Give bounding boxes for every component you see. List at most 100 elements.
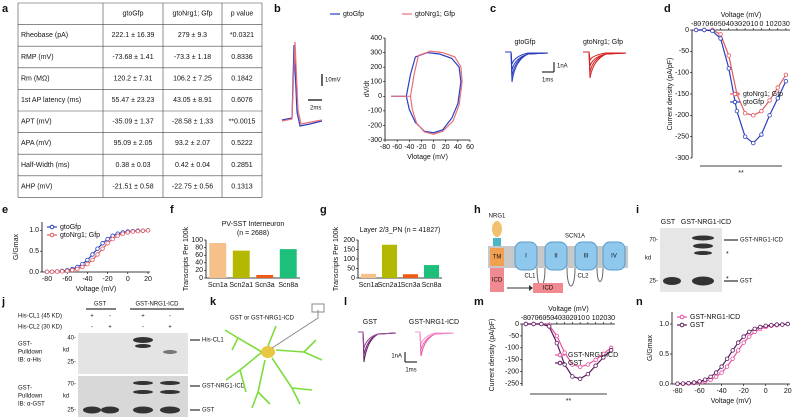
neuron	[224, 325, 323, 409]
y-tick-label: 1.0	[29, 227, 39, 234]
x-tick-label: Scn3a	[401, 282, 421, 289]
x-tick-label: Scn8a	[422, 282, 442, 289]
blot-label: GST-	[18, 342, 32, 348]
panel-labels: a b c d e f g h i j k l m n	[1, 3, 671, 308]
band	[692, 276, 714, 286]
table-cell: Rheobase (pA)	[21, 32, 68, 39]
neuron-label: GST or GST-NRG1-ICD	[230, 316, 295, 322]
schematic-label: CL2	[577, 274, 589, 280]
band-label: GST-NRG1-ICD	[740, 238, 784, 244]
blot-bands	[663, 235, 714, 286]
y-tick-label: -100	[368, 108, 382, 115]
data-point	[774, 322, 779, 327]
data-point	[734, 108, 740, 114]
x-tick-label: Scn2a1	[378, 282, 402, 289]
y-tick-label: 80	[195, 244, 203, 251]
data-point	[135, 228, 141, 234]
data-point	[570, 362, 575, 367]
data-point	[697, 379, 702, 384]
channel-domain	[574, 241, 598, 271]
y-tick-label: 200	[343, 237, 355, 244]
x-tick-label: Scn1a	[208, 282, 228, 289]
series-line	[677, 323, 788, 385]
legend-label: gtoNrg1; Gfp	[60, 232, 100, 239]
schematic-label: ICD	[543, 286, 554, 292]
y-tick-label: -250	[505, 380, 519, 387]
table-cell: Half-Width (ms)	[21, 162, 70, 169]
y-tick-label: 150	[343, 246, 355, 253]
x-tick-label: 0	[126, 276, 130, 283]
band-label: His-CL1	[202, 338, 224, 344]
band-star: *	[726, 251, 729, 258]
x-tick-label: -30	[560, 315, 570, 322]
sign: -	[169, 314, 171, 320]
table-cell: -73.3 ± 1.18	[174, 54, 211, 61]
x-tick-label: 20	[784, 388, 792, 395]
scale-label: 1ms	[405, 368, 416, 374]
data-point	[746, 329, 752, 334]
legend-label: GST-NRG1-ICD	[690, 314, 740, 321]
data-point	[90, 257, 95, 263]
table-cell: 0.1313	[231, 183, 253, 190]
bar	[232, 250, 250, 278]
data-point	[539, 321, 544, 327]
data-point	[767, 98, 772, 103]
x-tick-label: -60	[392, 144, 402, 151]
sign: +	[168, 325, 172, 331]
data-point	[702, 377, 708, 382]
data-point	[95, 252, 100, 257]
panel-label: k	[210, 296, 217, 308]
pipette	[271, 310, 319, 349]
bar	[209, 243, 227, 278]
data-point	[95, 246, 100, 251]
trace-label: GST-NRG1-ICD	[409, 319, 459, 326]
schematic-label: II	[554, 254, 558, 260]
data-point	[746, 334, 752, 339]
table-header: gtoNrg1; Gfp	[172, 11, 212, 18]
legend-marker	[732, 99, 738, 105]
trace	[281, 44, 323, 127]
x-tick-label: 30	[782, 21, 790, 28]
x-tick-label: -50	[544, 315, 554, 322]
y-tick-label: 100	[343, 256, 355, 263]
table-header: gtoGfp	[122, 11, 143, 18]
scale-label: 1ms	[542, 78, 553, 84]
y-axis-label: G/Gmax	[647, 334, 654, 361]
data-point	[65, 268, 70, 274]
soma	[261, 346, 275, 358]
x-tick-label: -80	[521, 315, 531, 322]
x-tick-label: -80	[672, 388, 682, 395]
x-tick-label: 20	[599, 315, 607, 322]
table-cell: 0.8336	[231, 54, 253, 61]
x-tick-label: -20	[416, 144, 426, 151]
band	[133, 381, 153, 385]
legend-label: gtoGfp	[343, 11, 364, 18]
data-point	[719, 370, 724, 375]
table-cell: 0.2851	[231, 162, 253, 169]
schematic-label: SCN1A	[565, 234, 585, 240]
data-point	[724, 356, 730, 361]
band	[160, 390, 180, 394]
band	[694, 251, 712, 255]
x-axis-label: Vlotage (mV)	[407, 154, 448, 161]
data-point	[70, 267, 75, 273]
y-tick-label: 0.5	[29, 248, 39, 255]
domain-shape	[490, 268, 504, 292]
table-cell: AHP (mV)	[21, 183, 52, 190]
y-tick-label: 0	[515, 321, 519, 328]
legend-label: gtoNrg1; Gfp	[743, 91, 783, 98]
data-point	[100, 241, 105, 246]
schematic-label: TM	[493, 255, 502, 261]
data-point	[710, 28, 715, 34]
y-tick-label: 0	[351, 275, 355, 282]
band	[160, 406, 180, 414]
spike-traces	[281, 41, 323, 127]
data-point	[608, 348, 614, 353]
trace	[583, 51, 626, 62]
x-tick-label: -70	[699, 21, 709, 28]
scale-label: 1nA	[557, 64, 568, 70]
legend-label: GST-NRG1-ICD	[568, 352, 618, 359]
data-point	[585, 362, 591, 367]
table-cell: -28.58 ± 1.33	[172, 119, 213, 126]
data-point	[783, 72, 789, 77]
